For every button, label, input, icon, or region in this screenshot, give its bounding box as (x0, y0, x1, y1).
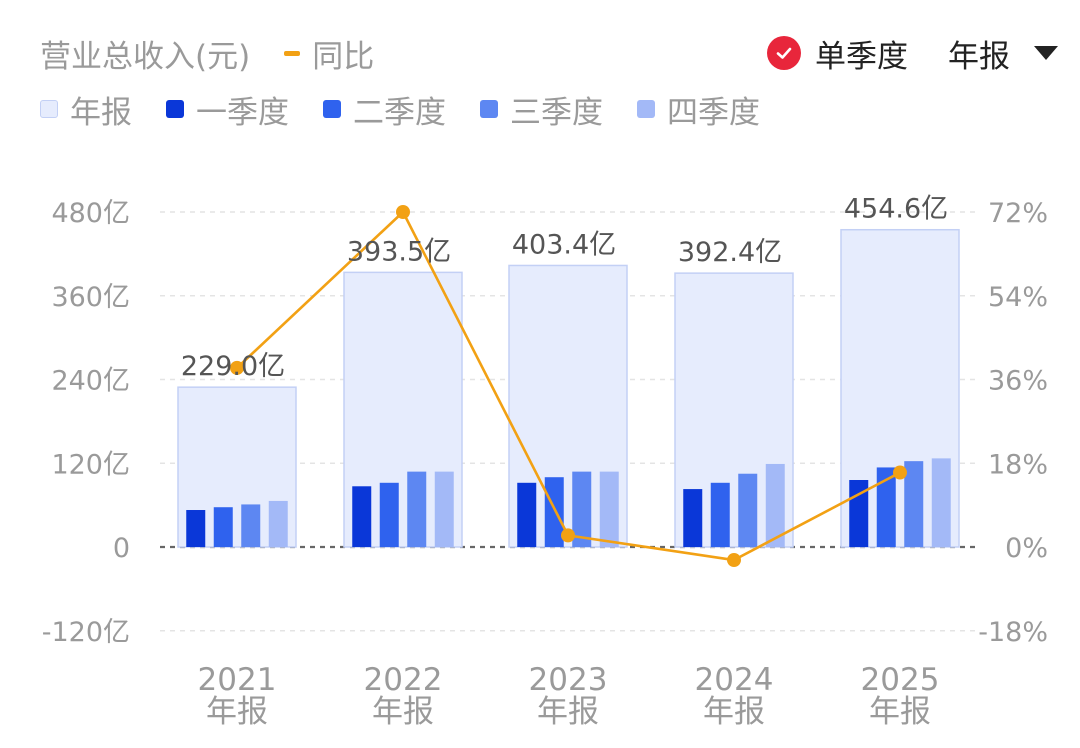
quarter-bar (241, 504, 261, 547)
y-tick-label-left: 360亿 (51, 282, 130, 313)
x-axis: 2021 年报 2022 年报 2023 年报 2024 年报 2025 年报 (198, 662, 940, 730)
single-quarter-toggle[interactable]: 单季度 (815, 38, 908, 75)
legend-swatch-q4 (637, 100, 655, 118)
yoy-point (230, 360, 244, 375)
annual-bars (177, 228, 960, 548)
quarter-bar (876, 467, 896, 547)
quarter-bar (434, 471, 454, 547)
y-tick-label-right: 0% (1005, 533, 1048, 564)
legend-label-yoy: 同比 (312, 38, 375, 75)
chart-title: 营业总收入(元) (40, 38, 251, 75)
legend-item-q2[interactable]: 二季度 (323, 87, 446, 132)
legend-swatch-q2 (323, 100, 341, 118)
quarter-bar (186, 510, 206, 547)
checkmark-circle-icon[interactable] (767, 36, 801, 70)
period-select[interactable]: 年报 (948, 38, 1010, 75)
y-tick-label-right: 18% (988, 449, 1048, 480)
quarter-bar (683, 489, 703, 547)
data-labels: 229.0亿 393.5亿 403.4亿 392.4亿 454.6亿 (181, 194, 948, 382)
quarter-bar (213, 507, 233, 547)
quarter-bar (572, 471, 592, 547)
quarter-bar (904, 461, 924, 547)
x-tick-label: 2021 年报 (198, 662, 277, 730)
y-axis-right: -18% 0% 18% 36% 54% 72% (978, 198, 1048, 648)
y-axis-left: -120亿 0 120亿 240亿 360亿 480亿 (42, 198, 130, 648)
yoy-point (396, 205, 410, 219)
series-legend: 年报 一季度 二季度 三季度 四季度 (40, 84, 794, 134)
chart-legend-top: 营业总收入(元) 同比 (40, 28, 374, 78)
yoy-line (230, 205, 907, 568)
legend-label-q4: 四季度 (667, 94, 760, 131)
quarter-bar (379, 482, 399, 547)
data-label: 403.4亿 (512, 229, 616, 260)
y-tick-label-left: -120亿 (42, 617, 130, 648)
quarter-bar (710, 482, 730, 547)
x-tick-label: 2023 年报 (529, 662, 608, 730)
quarter-bar (517, 482, 537, 547)
quarter-bar (268, 500, 288, 547)
legend-label-q3: 三季度 (510, 94, 603, 131)
legend-item-q4[interactable]: 四季度 (637, 87, 760, 132)
x-tick-label: 2025 年报 (861, 662, 940, 730)
x-tick-label: 2022 年报 (364, 662, 443, 730)
quarter-bar (544, 477, 564, 547)
legend-swatch-q1 (166, 100, 184, 118)
legend-swatch-annual (40, 100, 58, 118)
y-tick-label-left: 240亿 (51, 366, 130, 397)
y-tick-label-left: 120亿 (51, 449, 130, 480)
y-tick-label-right: 54% (988, 282, 1048, 313)
legend-item-q1[interactable]: 一季度 (166, 87, 289, 132)
y-tick-label-right: 72% (988, 198, 1048, 229)
data-label: 454.6亿 (844, 194, 948, 225)
y-tick-label-left: 480亿 (51, 198, 130, 229)
legend-item-yoy[interactable]: 同比 (284, 31, 374, 76)
legend-label-q1: 一季度 (196, 94, 289, 131)
yoy-point (727, 553, 741, 568)
legend-item-q3[interactable]: 三季度 (480, 87, 603, 132)
yoy-point (561, 528, 575, 543)
quarter-bar (599, 471, 619, 547)
data-label: 392.4亿 (678, 237, 782, 268)
legend-label-q2: 二季度 (353, 94, 446, 131)
legend-label-annual: 年报 (70, 94, 132, 131)
data-label: 393.5亿 (347, 236, 451, 267)
quarter-bar (352, 486, 372, 547)
y-tick-label-left: 0 (113, 533, 130, 564)
yoy-dash-icon (284, 50, 301, 56)
quarter-bar (765, 463, 785, 547)
legend-swatch-q3 (480, 100, 498, 118)
quarter-bar (738, 473, 758, 547)
y-tick-label-right: 36% (988, 366, 1048, 397)
y-tick-label-right: -18% (978, 617, 1048, 648)
chart-controls: 单季度 年报 (767, 28, 1058, 78)
data-label: 229.0亿 (181, 351, 285, 382)
quarter-bar (931, 458, 951, 547)
quarter-bar (407, 471, 427, 547)
legend-item-annual[interactable]: 年报 (40, 87, 132, 132)
x-tick-label: 2024 年报 (695, 662, 774, 730)
caret-down-icon[interactable] (1034, 46, 1058, 60)
yoy-point (893, 465, 907, 480)
